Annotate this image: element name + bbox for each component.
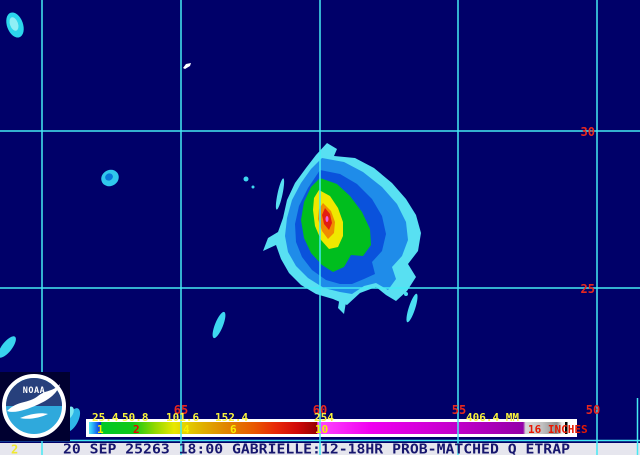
noaa-logo-bird [7, 384, 60, 419]
colorbar-gradient [89, 422, 574, 434]
mm-label-152-4: 152.4 [215, 411, 248, 424]
precip-colorbar [86, 419, 577, 437]
lon-label-65: 65 [174, 403, 188, 417]
lon-label-50: 50 [586, 403, 600, 417]
lat-label-25: 25 [581, 282, 595, 296]
inch-label-2: 2 [133, 423, 140, 436]
noaa-logo-label: NOAA [23, 386, 45, 396]
colorbar-inch-labels: 1 2 4 6 10 16 INCHES [97, 423, 588, 436]
colorbar-end-tick [565, 422, 568, 434]
white-speck [183, 63, 191, 69]
noaa-logo: NOAA [0, 372, 70, 441]
inch-label-4: 4 [183, 423, 190, 436]
inch-label-16-inches: 16 INCHES [528, 423, 588, 436]
mm-label-50-8: 50.8 [122, 411, 149, 424]
latitude-labels: 30 25 [581, 125, 595, 296]
mm-label-406-4: 406.4 MM [466, 411, 519, 424]
inch-label-1: 1 [97, 423, 104, 436]
storm-cell [263, 143, 421, 314]
longitude-labels: 65 60 55 50 [174, 403, 600, 417]
lon-label-55: 55 [452, 403, 466, 417]
lon-label-60: 60 [313, 403, 327, 417]
frame-number: 2 [11, 443, 18, 455]
storm-cell-magenta-max [325, 216, 329, 222]
mm-label-254: 254 [314, 411, 334, 424]
colorbar-mm-labels: 25.4 50.8 101.6 152.4 254 406.4 MM [92, 411, 519, 424]
inch-label-6: 6 [230, 423, 237, 436]
status-line: 20 SEP 25263 18:00 GABRIELLE:12-18HR PRO… [63, 443, 570, 455]
mm-label-25-4: 25.4 [92, 411, 119, 424]
mm-label-101-6: 101.6 [166, 411, 199, 424]
lat-label-30: 30 [581, 125, 595, 139]
inch-label-10: 10 [315, 423, 328, 436]
